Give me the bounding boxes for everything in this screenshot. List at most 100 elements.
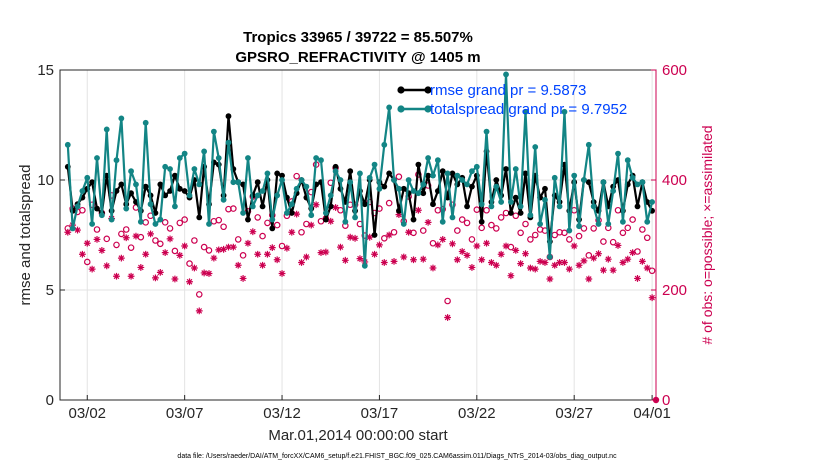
point-rmse	[464, 203, 470, 210]
point-possible	[590, 225, 597, 232]
point-possible	[118, 230, 125, 238]
point-assimilated	[376, 241, 383, 249]
point-assimilated	[351, 234, 359, 242]
point-totalspread	[434, 157, 441, 164]
point-possible	[488, 221, 495, 229]
point-totalspread	[69, 225, 76, 232]
point-totalspread	[176, 155, 183, 161]
point-totalspread	[269, 216, 276, 223]
point-totalspread	[162, 163, 169, 170]
point-assimilated	[98, 247, 106, 254]
point-possible	[181, 216, 188, 223]
point-possible	[478, 224, 485, 232]
point-assimilated	[410, 256, 417, 264]
point-totalspread	[644, 218, 651, 225]
point-possible	[463, 219, 471, 227]
point-totalspread	[254, 192, 261, 199]
point-totalspread	[118, 115, 125, 122]
point-possible	[444, 297, 451, 305]
point-rmse	[517, 210, 524, 216]
point-totalspread	[624, 157, 631, 164]
point-rmse	[157, 181, 164, 188]
point-rmse	[259, 203, 266, 210]
point-rmse	[269, 225, 276, 232]
point-possible	[419, 227, 427, 234]
point-totalspread	[230, 179, 237, 186]
point-totalspread	[157, 216, 164, 223]
point-totalspread	[152, 221, 159, 227]
point-assimilated	[604, 255, 612, 263]
point-assimilated	[161, 249, 169, 256]
point-rmse	[396, 207, 402, 214]
point-possible	[83, 258, 91, 266]
point-totalspread	[332, 168, 339, 175]
point-totalspread	[473, 163, 480, 170]
point-rmse	[288, 210, 295, 216]
point-totalspread	[137, 218, 144, 225]
series-assimilated	[64, 201, 656, 321]
point-assimilated	[444, 314, 451, 321]
point-totalspread	[123, 205, 130, 212]
point-assimilated	[575, 261, 583, 269]
point-possible	[127, 244, 135, 251]
point-assimilated	[502, 242, 510, 250]
tick-label-x: 03/12	[263, 405, 301, 422]
point-assimilated	[463, 251, 471, 259]
point-possible	[458, 216, 466, 223]
point-assimilated	[414, 206, 422, 214]
point-possible	[609, 238, 617, 246]
point-totalspread	[585, 141, 592, 148]
point-possible	[195, 291, 203, 298]
point-assimilated	[327, 217, 335, 225]
point-totalspread	[191, 166, 198, 172]
point-assimilated	[531, 265, 539, 273]
point-assimilated	[424, 218, 432, 226]
point-assimilated	[200, 269, 208, 277]
point-possible	[234, 236, 242, 243]
point-possible	[390, 228, 398, 236]
point-assimilated	[595, 250, 602, 258]
point-assimilated	[643, 264, 651, 272]
point-assimilated	[283, 244, 291, 252]
point-assimilated	[400, 253, 408, 261]
point-assimilated	[371, 250, 378, 258]
point-possible	[629, 216, 636, 223]
tick-layer: 0 5 10 15 0 200 400 600 03/02 03/07 03/12 03/17 03/2…	[37, 62, 687, 422]
point-assimilated	[88, 265, 96, 273]
point-assimilated	[322, 248, 330, 256]
point-totalspread	[215, 155, 222, 161]
point-totalspread	[634, 181, 641, 188]
point-possible	[580, 225, 588, 232]
point-totalspread	[454, 172, 461, 179]
point-totalspread	[303, 183, 310, 190]
point-rmse	[381, 183, 388, 190]
point-assimilated	[561, 259, 568, 266]
point-totalspread	[225, 139, 232, 146]
point-assimilated	[176, 251, 184, 259]
point-assimilated	[122, 234, 130, 242]
point-assimilated	[624, 255, 632, 263]
point-possible	[191, 237, 198, 244]
point-totalspread	[546, 254, 553, 260]
point-possible	[137, 233, 145, 241]
legend-marker-totalspread-end	[424, 105, 432, 113]
point-totalspread	[308, 212, 315, 219]
point-possible	[585, 252, 593, 259]
point-assimilated	[405, 228, 413, 236]
tick-label-left: 15	[37, 62, 54, 79]
point-assimilated	[268, 244, 276, 252]
point-totalspread	[128, 168, 134, 175]
legend-label-totalspread: totalspread grand pr = 9.7952	[430, 101, 627, 118]
point-assimilated	[526, 264, 534, 272]
point-assimilated	[453, 256, 461, 264]
point-totalspread	[464, 181, 470, 188]
point-totalspread	[381, 141, 388, 148]
chart-title-line2: GPSRO_REFRACTIVITY @ 1405 m	[235, 49, 480, 66]
legend-marker-rmse-end	[424, 86, 432, 94]
point-totalspread	[84, 174, 91, 181]
point-assimilated	[390, 258, 398, 265]
point-rmse	[430, 201, 436, 208]
point-rmse	[347, 168, 354, 175]
point-assimilated	[638, 258, 646, 265]
